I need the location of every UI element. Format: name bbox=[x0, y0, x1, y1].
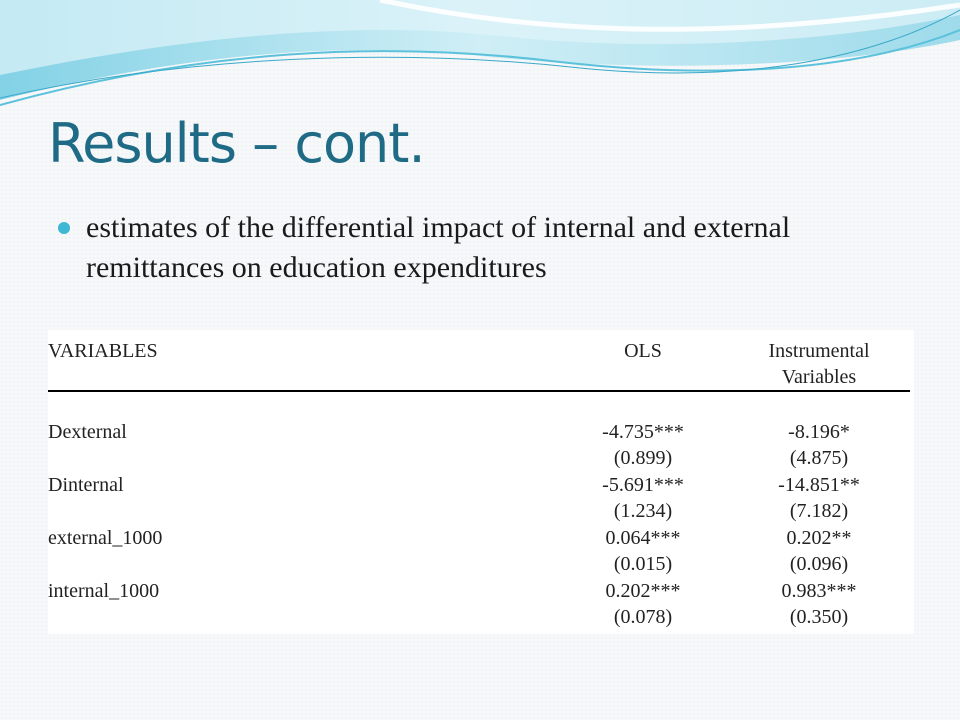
row-iv-se: (4.875) bbox=[789, 447, 849, 469]
slide-title: Results – cont. bbox=[48, 112, 426, 175]
row-iv-se: (0.350) bbox=[789, 606, 849, 628]
table-spacer-row bbox=[48, 391, 910, 419]
header-iv-line2: Variables bbox=[781, 366, 857, 388]
row-variable: external_1000 bbox=[48, 526, 163, 549]
table-row: Dexternal -4.735*** -8.196* bbox=[48, 419, 910, 446]
row-iv-coef: 0.202** bbox=[786, 526, 852, 549]
table-row-se: (0.899) (4.875) bbox=[48, 445, 910, 472]
row-variable: Dexternal bbox=[48, 420, 127, 443]
row-ols-coef: -5.691*** bbox=[602, 473, 684, 496]
table-row: external_1000 0.064*** 0.202** bbox=[48, 525, 910, 552]
row-ols-se: (0.078) bbox=[613, 606, 673, 628]
row-iv-coef: 0.983*** bbox=[781, 579, 857, 602]
row-iv-se: (0.096) bbox=[789, 553, 849, 575]
row-variable: internal_1000 bbox=[48, 579, 160, 602]
header-ols: OLS bbox=[624, 340, 662, 362]
bullet-dot-icon bbox=[58, 222, 70, 234]
row-ols-se: (1.234) bbox=[613, 500, 673, 522]
row-variable: Dinternal bbox=[48, 473, 124, 496]
table-row: internal_1000 0.202*** 0.983*** bbox=[48, 578, 910, 605]
row-ols-se: (0.015) bbox=[613, 553, 673, 575]
bullet-text: estimates of the differential impact of … bbox=[86, 211, 791, 284]
row-ols-coef: 0.202*** bbox=[605, 579, 681, 602]
row-ols-se: (0.899) bbox=[613, 447, 673, 469]
row-ols-coef: 0.064*** bbox=[605, 526, 681, 549]
table-header-row: VARIABLES OLS Instrumental Variables bbox=[48, 330, 910, 391]
row-iv-coef: -14.851** bbox=[778, 473, 860, 496]
header-iv: Instrumental Variables bbox=[728, 330, 910, 391]
decorative-wave-header bbox=[0, 0, 960, 106]
table-row-se: (1.234) (7.182) bbox=[48, 498, 910, 525]
bullet-item: estimates of the differential impact of … bbox=[58, 208, 898, 288]
row-iv-se: (7.182) bbox=[789, 500, 849, 522]
row-ols-coef: -4.735*** bbox=[602, 420, 684, 443]
table-row-se: (0.015) (0.096) bbox=[48, 551, 910, 578]
table-row: Dinternal -5.691*** -14.851** bbox=[48, 472, 910, 499]
table-row-se: (0.078) (0.350) bbox=[48, 604, 910, 631]
results-table-container: VARIABLES OLS Instrumental Variables Dex… bbox=[48, 330, 914, 634]
results-table: VARIABLES OLS Instrumental Variables Dex… bbox=[48, 330, 910, 631]
header-variables: VARIABLES bbox=[48, 340, 158, 362]
header-iv-line1: Instrumental bbox=[768, 340, 870, 362]
row-iv-coef: -8.196* bbox=[788, 420, 850, 443]
